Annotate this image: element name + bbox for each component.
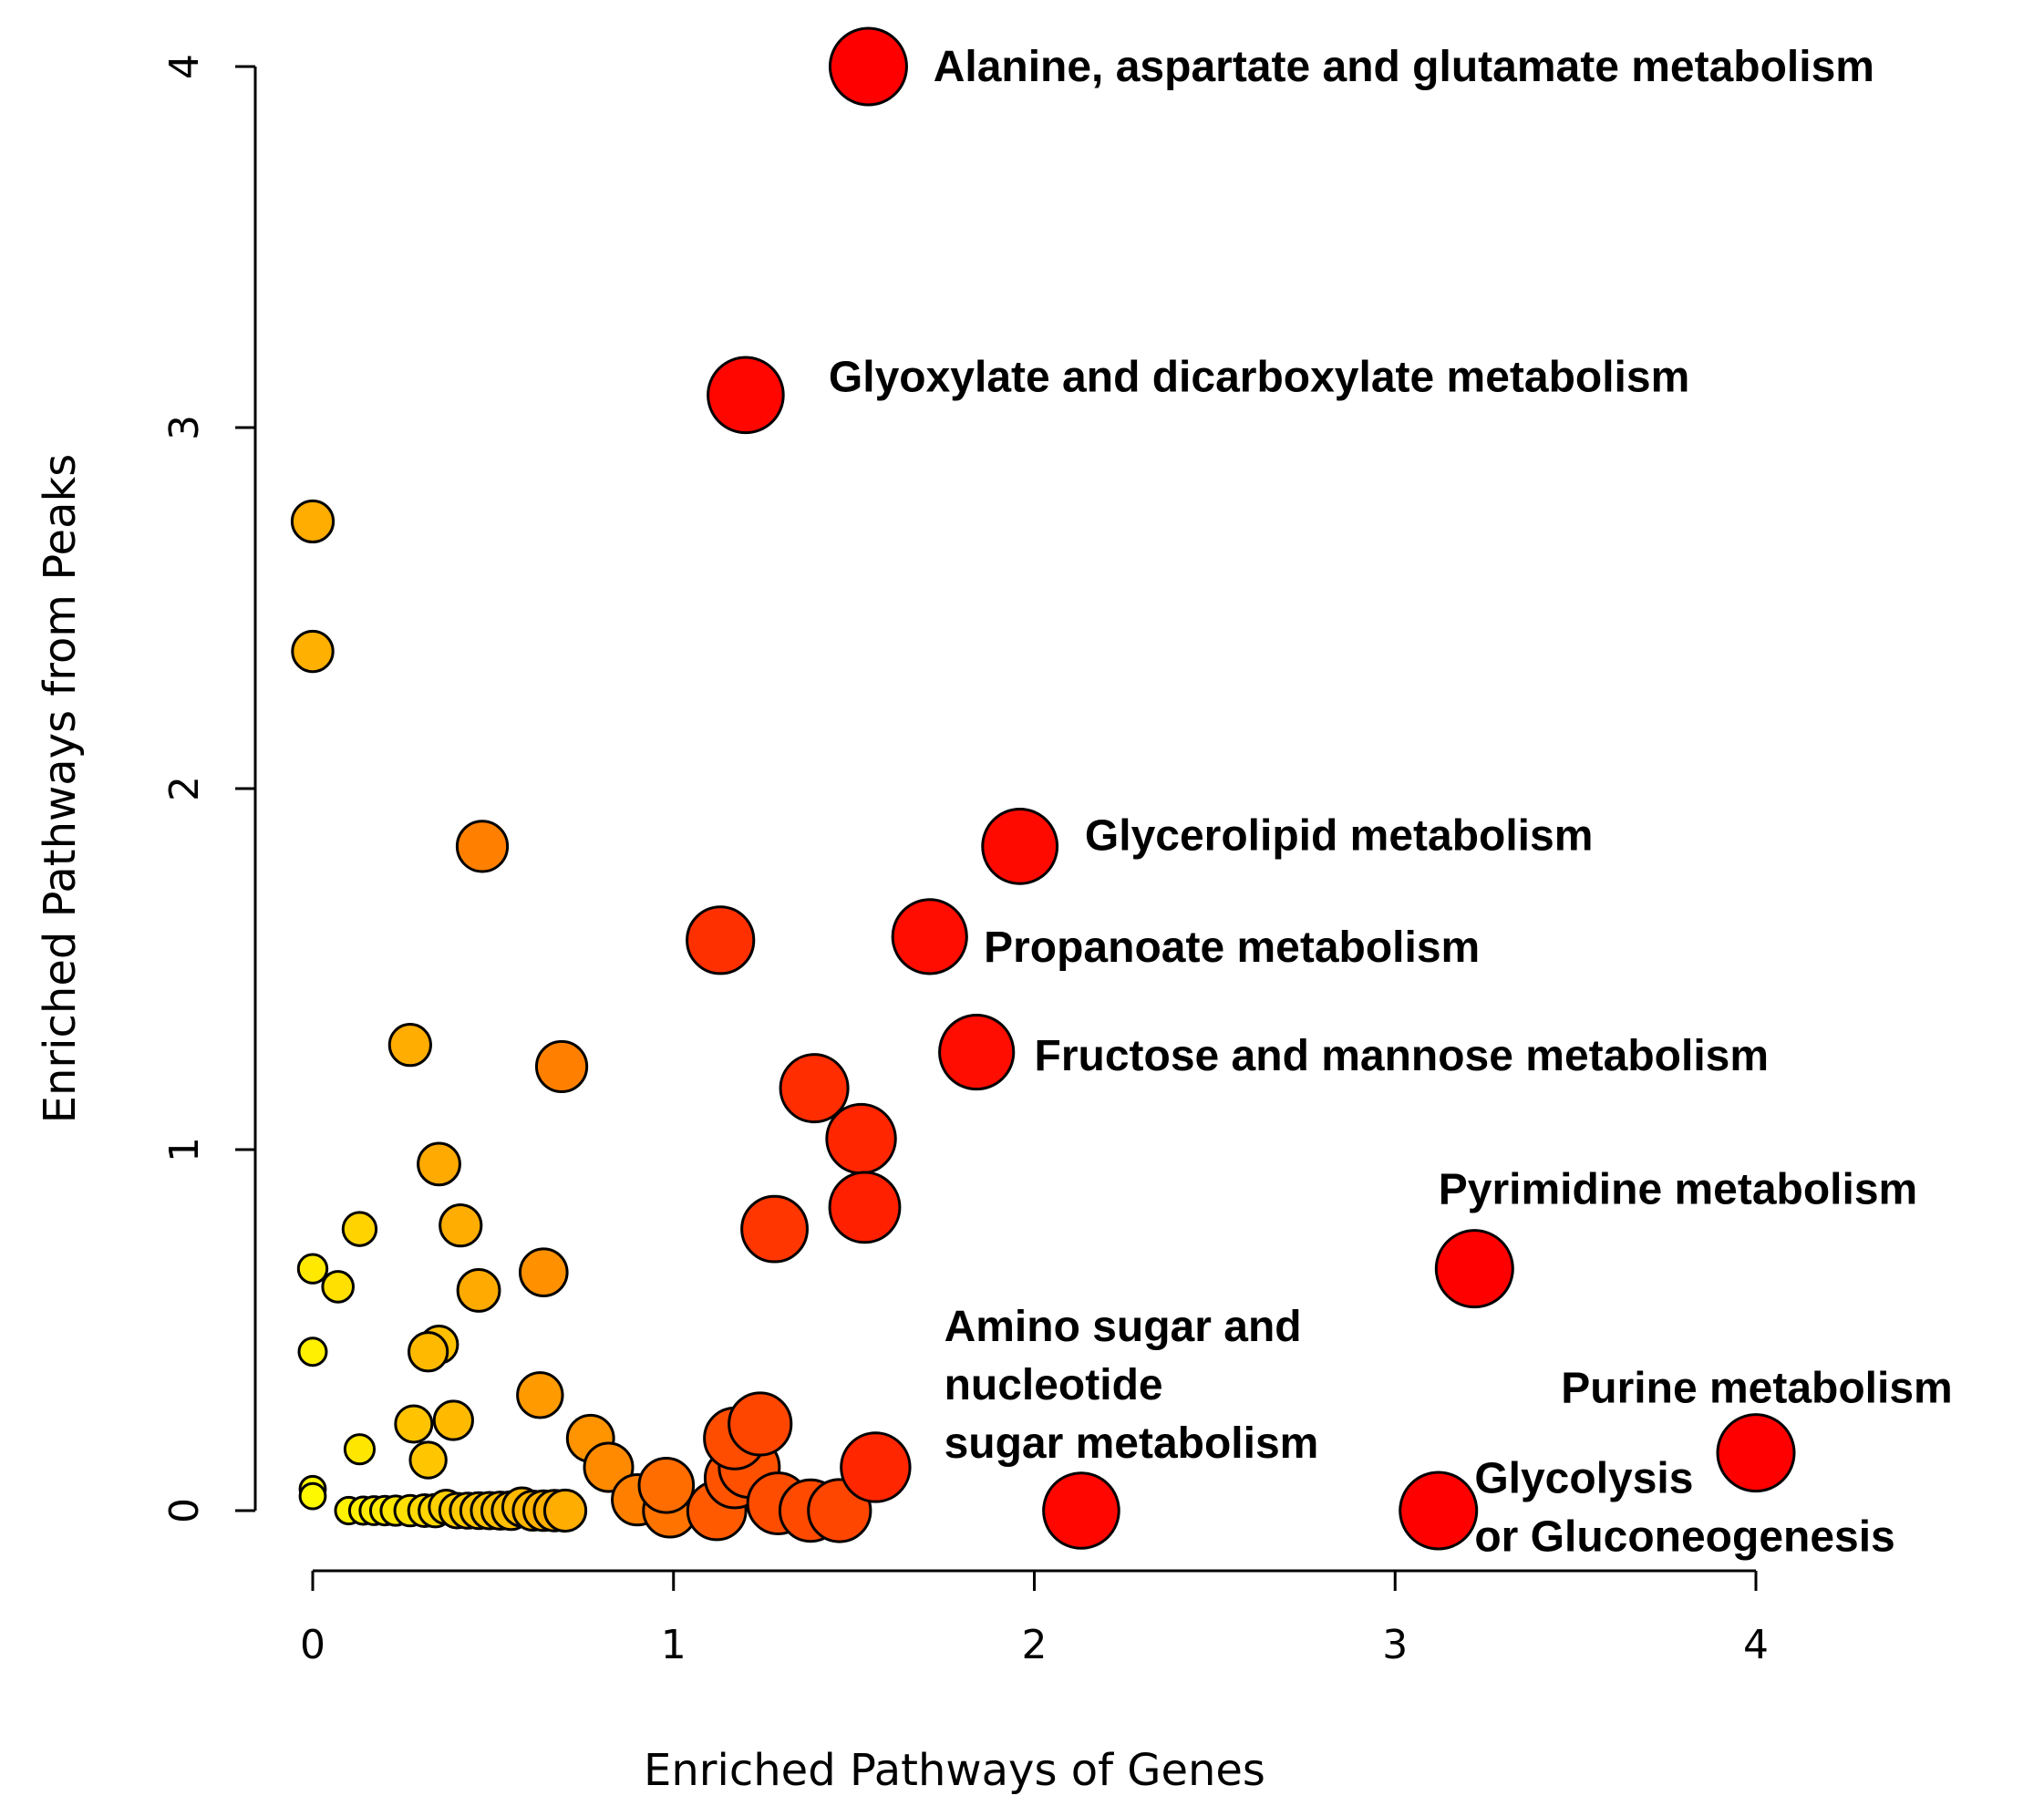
pathway-label: sugar metabolism xyxy=(945,1419,1319,1468)
data-point xyxy=(290,499,336,544)
data-point xyxy=(518,1247,569,1297)
data-point xyxy=(728,1391,793,1457)
pathway-label: Glycolysis xyxy=(1474,1454,1693,1502)
data-point xyxy=(840,1431,912,1503)
data-point xyxy=(542,1488,588,1533)
x-tick-label: 1 xyxy=(661,1622,686,1668)
pathway-label: Amino sugar and xyxy=(945,1303,1302,1351)
y-tick-label: 3 xyxy=(161,415,208,440)
data-point xyxy=(439,1203,483,1248)
y-tick-label: 2 xyxy=(161,776,208,801)
x-tick-label: 3 xyxy=(1382,1622,1408,1668)
data-point xyxy=(1042,1471,1120,1550)
data-point xyxy=(455,820,510,873)
data-point xyxy=(1399,1471,1479,1551)
data-point xyxy=(341,1211,378,1247)
x-tick-label: 0 xyxy=(300,1622,325,1668)
data-point xyxy=(825,1102,897,1175)
pathway-label: Alanine, aspartate and glutamate metabol… xyxy=(934,43,1874,91)
y-axis-ticks: 0 1 2 3 4 xyxy=(161,54,255,1523)
data-point xyxy=(637,1456,696,1514)
data-point xyxy=(828,1171,902,1244)
data-point xyxy=(456,1268,501,1313)
pathway-label: or Gluconeogenesis xyxy=(1474,1512,1894,1561)
data-point xyxy=(516,1371,564,1419)
data-point xyxy=(779,1053,850,1124)
data-point xyxy=(432,1399,474,1441)
x-axis-title: Enriched Pathways of Genes xyxy=(644,1745,1265,1796)
pathway-label: Glyoxylate and dicarboxylate metabolism xyxy=(829,354,1689,402)
data-point xyxy=(707,356,785,435)
data-point xyxy=(534,1039,589,1094)
y-axis-title: Enriched Pathways from Peaks xyxy=(35,454,86,1124)
data-point xyxy=(828,26,908,107)
data-point xyxy=(981,807,1059,885)
data-point xyxy=(343,1433,377,1466)
data-point xyxy=(938,1013,1016,1091)
axes: 0 1 2 3 4 0 1 2 3 4 Enriched Pathways from Peaks… xyxy=(35,54,1769,1796)
data-point xyxy=(321,1270,356,1304)
y-tick-label: 4 xyxy=(161,54,208,79)
x-tick-label: 4 xyxy=(1743,1622,1769,1668)
data-points xyxy=(290,26,1796,1551)
data-point xyxy=(408,1440,448,1480)
pathway-label: Purine metabolism xyxy=(1561,1364,1952,1412)
data-point xyxy=(291,629,335,674)
y-tick-label: 0 xyxy=(161,1498,208,1523)
x-axis-ticks: 0 1 2 3 4 xyxy=(300,1571,1769,1668)
data-point xyxy=(394,1404,434,1444)
pathway-label: Pyrimidine metabolism xyxy=(1439,1166,1918,1214)
pathway-label: Glycerolipid metabolism xyxy=(1085,811,1593,860)
data-point xyxy=(417,1141,461,1187)
data-point xyxy=(408,1331,449,1373)
data-point xyxy=(1434,1229,1514,1309)
x-tick-label: 2 xyxy=(1022,1622,1048,1668)
pathway-label: nucleotide xyxy=(945,1361,1163,1409)
data-point xyxy=(1716,1413,1796,1493)
data-point xyxy=(686,905,756,975)
pathway-label: Propanoate metabolism xyxy=(984,924,1480,972)
data-point xyxy=(387,1023,432,1068)
pathway-label: Fructose and mannose metabolism xyxy=(1035,1032,1770,1080)
pathway-labels: Alanine, aspartate and glutamate metabol… xyxy=(829,43,1953,1561)
data-point xyxy=(891,898,968,975)
data-point xyxy=(298,1481,327,1511)
y-tick-label: 1 xyxy=(161,1137,208,1162)
data-point xyxy=(297,1336,328,1367)
data-point xyxy=(296,1253,329,1285)
data-point xyxy=(740,1194,809,1264)
